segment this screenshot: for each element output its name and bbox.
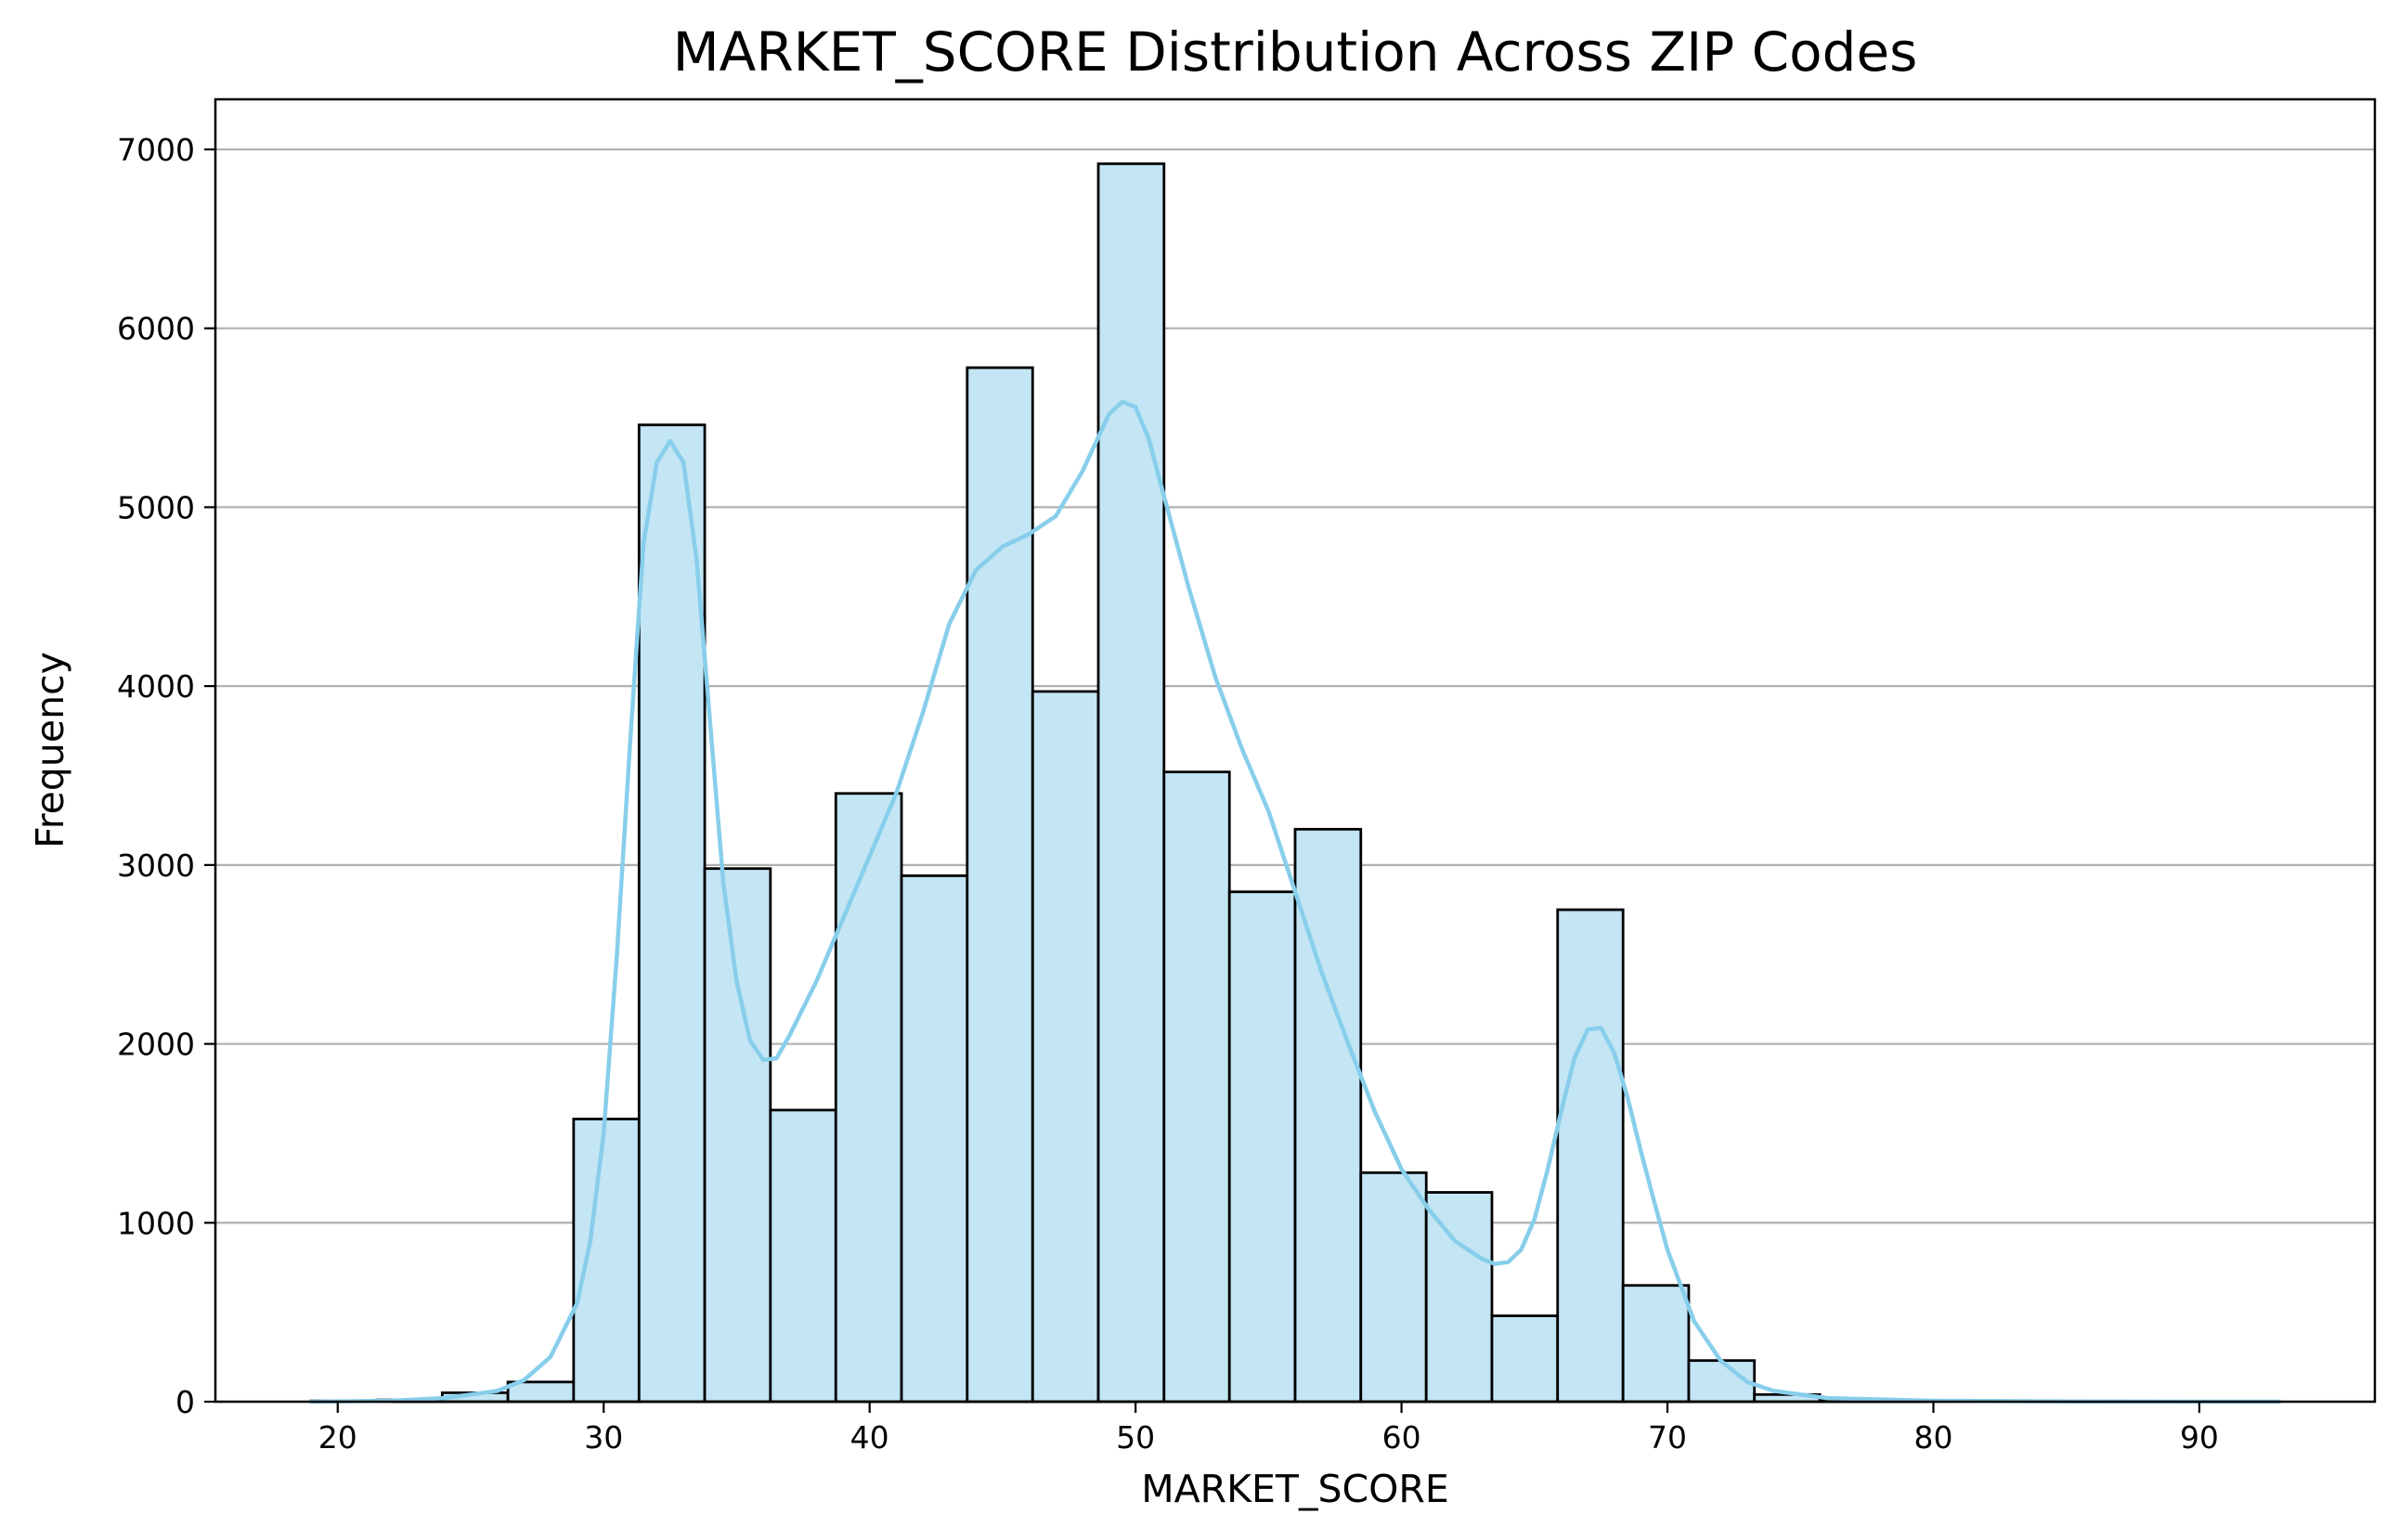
x-tick-label: 20 (318, 1419, 357, 1456)
y-tick-label: 3000 (117, 848, 195, 884)
y-tick-label: 7000 (117, 132, 195, 168)
histogram-bar (1031, 690, 1100, 1404)
histogram-bar (1227, 890, 1297, 1404)
histogram-bar (1162, 770, 1231, 1404)
histogram-bar (572, 1118, 641, 1404)
x-tick-label: 70 (1648, 1419, 1687, 1456)
chart-title: MARKET_SCORE Distribution Across ZIP Cod… (673, 20, 1918, 84)
y-tick-label: 2000 (117, 1027, 195, 1063)
histogram-bar (1490, 1314, 1560, 1404)
histogram-bar (1424, 1191, 1494, 1404)
y-tick-label: 0 (175, 1384, 195, 1420)
histogram-bar (1096, 162, 1166, 1404)
histogram-bar (966, 366, 1034, 1404)
x-tick-label: 40 (850, 1419, 889, 1456)
x-tick-label: 60 (1382, 1419, 1421, 1456)
kde-line (308, 399, 2282, 1404)
histogram-bar (769, 1108, 837, 1404)
y-tick-label: 5000 (117, 489, 195, 525)
x-axis-label: MARKET_SCORE (1141, 1467, 1449, 1511)
x-axis-ticks: 20 30 40 50 60 70 80 90 (318, 1402, 2219, 1456)
histogram-bar (1556, 908, 1625, 1404)
histogram-bar (637, 423, 707, 1404)
histogram-bar (1621, 1284, 1691, 1404)
histogram-bar (900, 874, 969, 1404)
histogram-bar (703, 867, 772, 1404)
x-tick-label: 90 (2180, 1419, 2219, 1456)
x-tick-label: 30 (584, 1419, 623, 1456)
histogram-bar (834, 792, 903, 1404)
y-tick-label: 4000 (117, 668, 195, 705)
y-tick-label: 6000 (117, 311, 195, 347)
y-tick-label: 1000 (117, 1205, 195, 1241)
plot-frame (214, 97, 2377, 1404)
kde-curve-group (308, 399, 2282, 1404)
x-tick-label: 80 (1913, 1419, 1952, 1456)
histogram-bars (309, 162, 2281, 1404)
histogram-bar (1359, 1171, 1428, 1404)
x-tick-label: 50 (1116, 1419, 1155, 1456)
histogram-bar (506, 1380, 576, 1404)
y-axis-ticks: 0 1000 2000 3000 4000 5000 6000 7000 (117, 132, 215, 1420)
y-axis-label: Frequency (28, 652, 72, 848)
